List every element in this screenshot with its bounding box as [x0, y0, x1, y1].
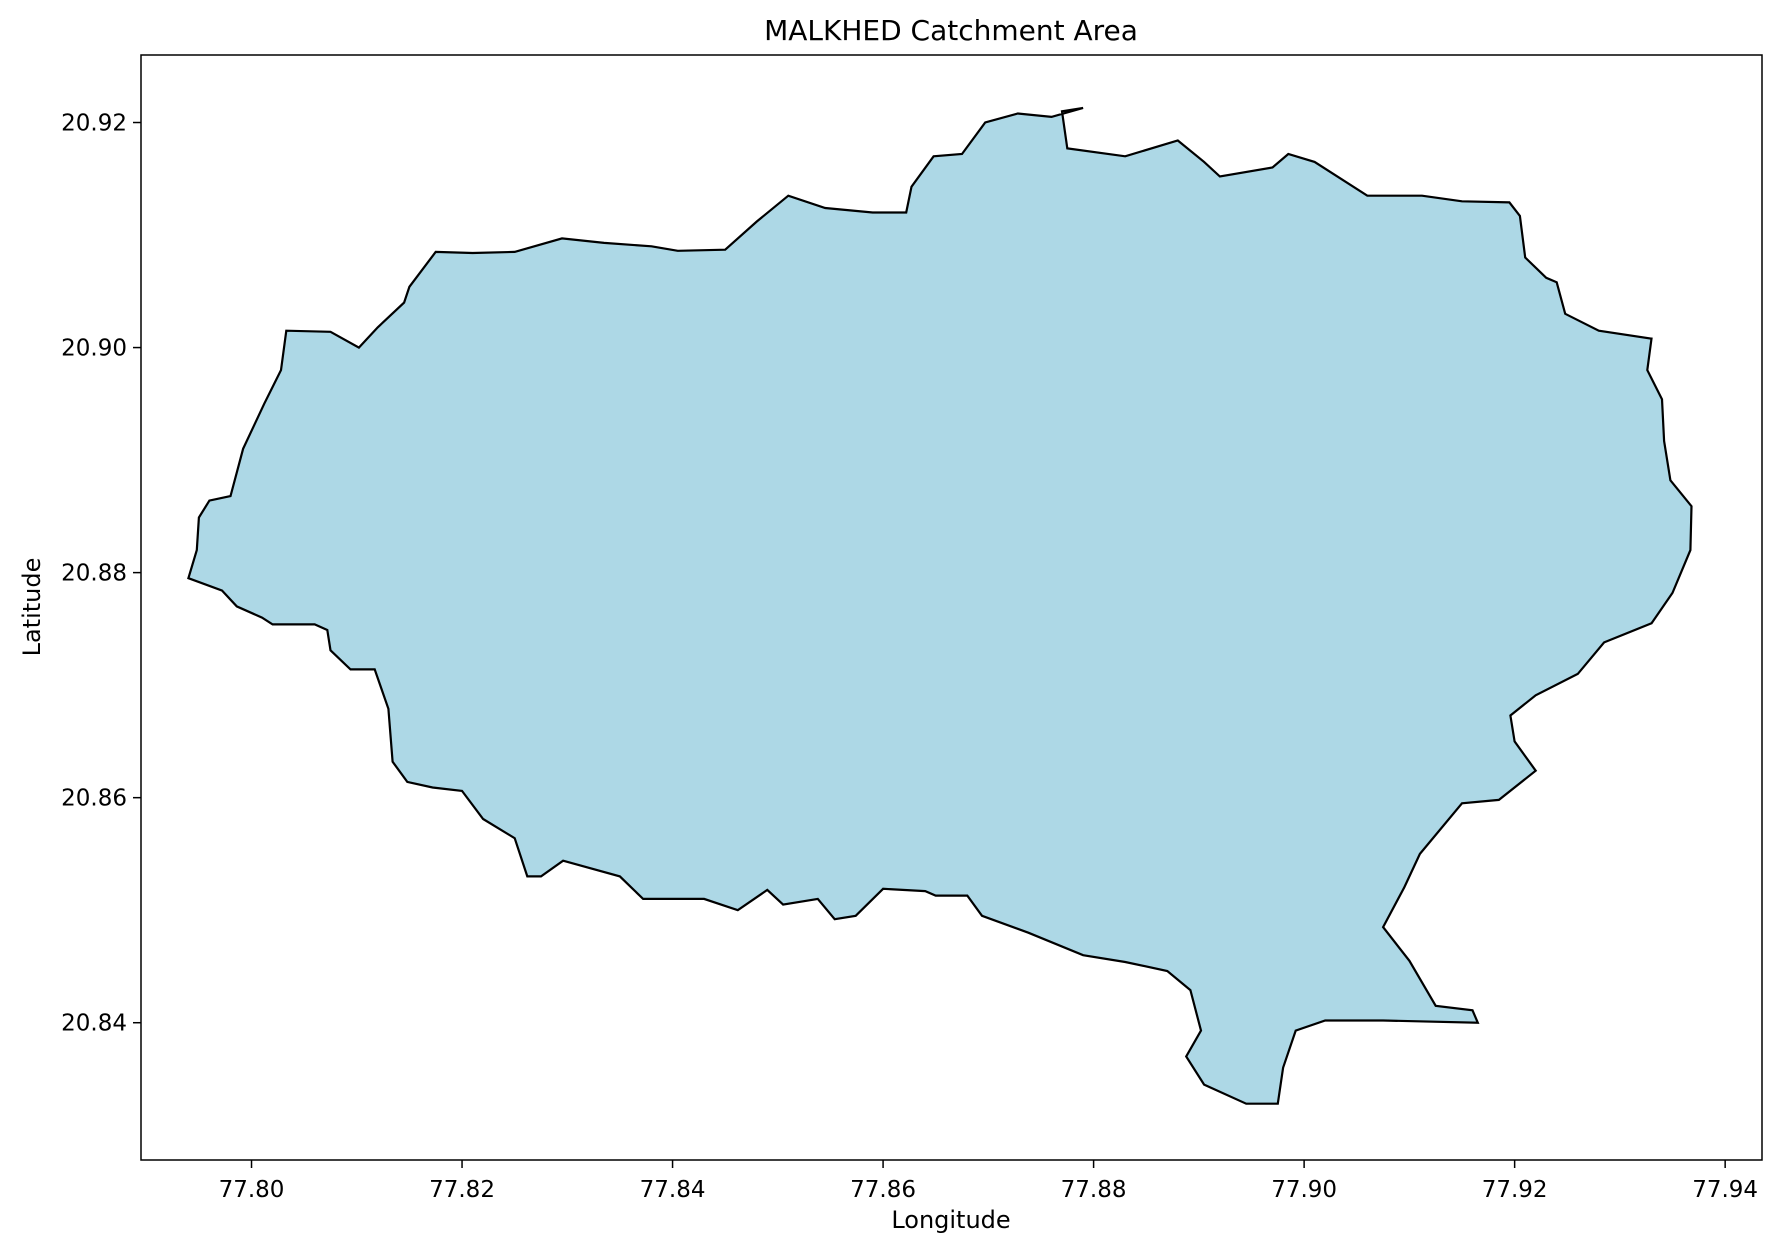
- x-tick-label: 77.94: [1692, 1177, 1758, 1203]
- x-tick-label: 77.90: [1271, 1177, 1337, 1203]
- x-axis: 77.80 77.82 77.84 77.86 77.88 77.90 77.92 77.94: [219, 1160, 1758, 1203]
- x-tick-label: 77.92: [1482, 1177, 1548, 1203]
- x-tick-label: 77.84: [640, 1177, 706, 1203]
- y-axis: 20.84 20.86 20.88 20.90 20.92: [61, 111, 141, 1037]
- x-axis-label: Longitude: [891, 1206, 1010, 1234]
- chart-title: MALKHED Catchment Area: [764, 14, 1138, 47]
- x-tick-label: 77.82: [429, 1177, 495, 1203]
- y-tick-label: 20.88: [61, 561, 127, 587]
- x-tick-label: 77.80: [219, 1177, 285, 1203]
- x-tick-label: 77.86: [850, 1177, 916, 1203]
- y-tick-label: 20.86: [61, 786, 127, 812]
- plot-area: [187, 106, 1693, 1105]
- y-tick-label: 20.90: [61, 336, 127, 362]
- y-tick-label: 20.84: [61, 1011, 127, 1037]
- y-tick-label: 20.92: [61, 111, 127, 137]
- catchment-polygon: [187, 106, 1693, 1105]
- y-axis-label: Latitude: [18, 558, 46, 657]
- axes-frame: [140, 54, 1763, 1161]
- x-tick-label: 77.88: [1061, 1177, 1127, 1203]
